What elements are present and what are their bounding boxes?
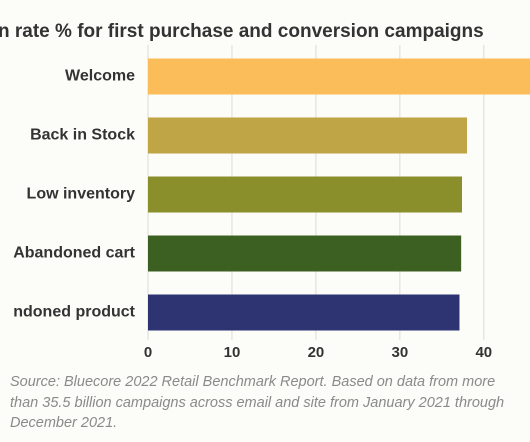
y-tick-label: Abandoned cart xyxy=(13,245,135,262)
x-tick-label: 30 xyxy=(392,344,409,361)
y-tick-label: ndoned product xyxy=(13,304,135,321)
bar xyxy=(148,176,462,213)
chart-title: n rate % for first purchase and conversi… xyxy=(0,21,484,42)
bar xyxy=(148,235,462,272)
x-tick-label: 20 xyxy=(308,344,325,361)
bar xyxy=(148,117,468,154)
y-tick-label: Low inventory xyxy=(27,186,136,203)
bar xyxy=(148,58,530,95)
x-tick-label: 10 xyxy=(224,344,241,361)
x-tick-label: 40 xyxy=(475,344,492,361)
x-tick-label: 0 xyxy=(144,344,152,361)
bar xyxy=(148,294,460,331)
source-note: Source: Bluecore 2022 Retail Benchmark R… xyxy=(10,374,505,431)
chart: n rate % for first purchase and conversi… xyxy=(0,21,530,361)
y-tick-label: Welcome xyxy=(65,68,135,85)
y-tick-label: Back in Stock xyxy=(30,127,135,144)
